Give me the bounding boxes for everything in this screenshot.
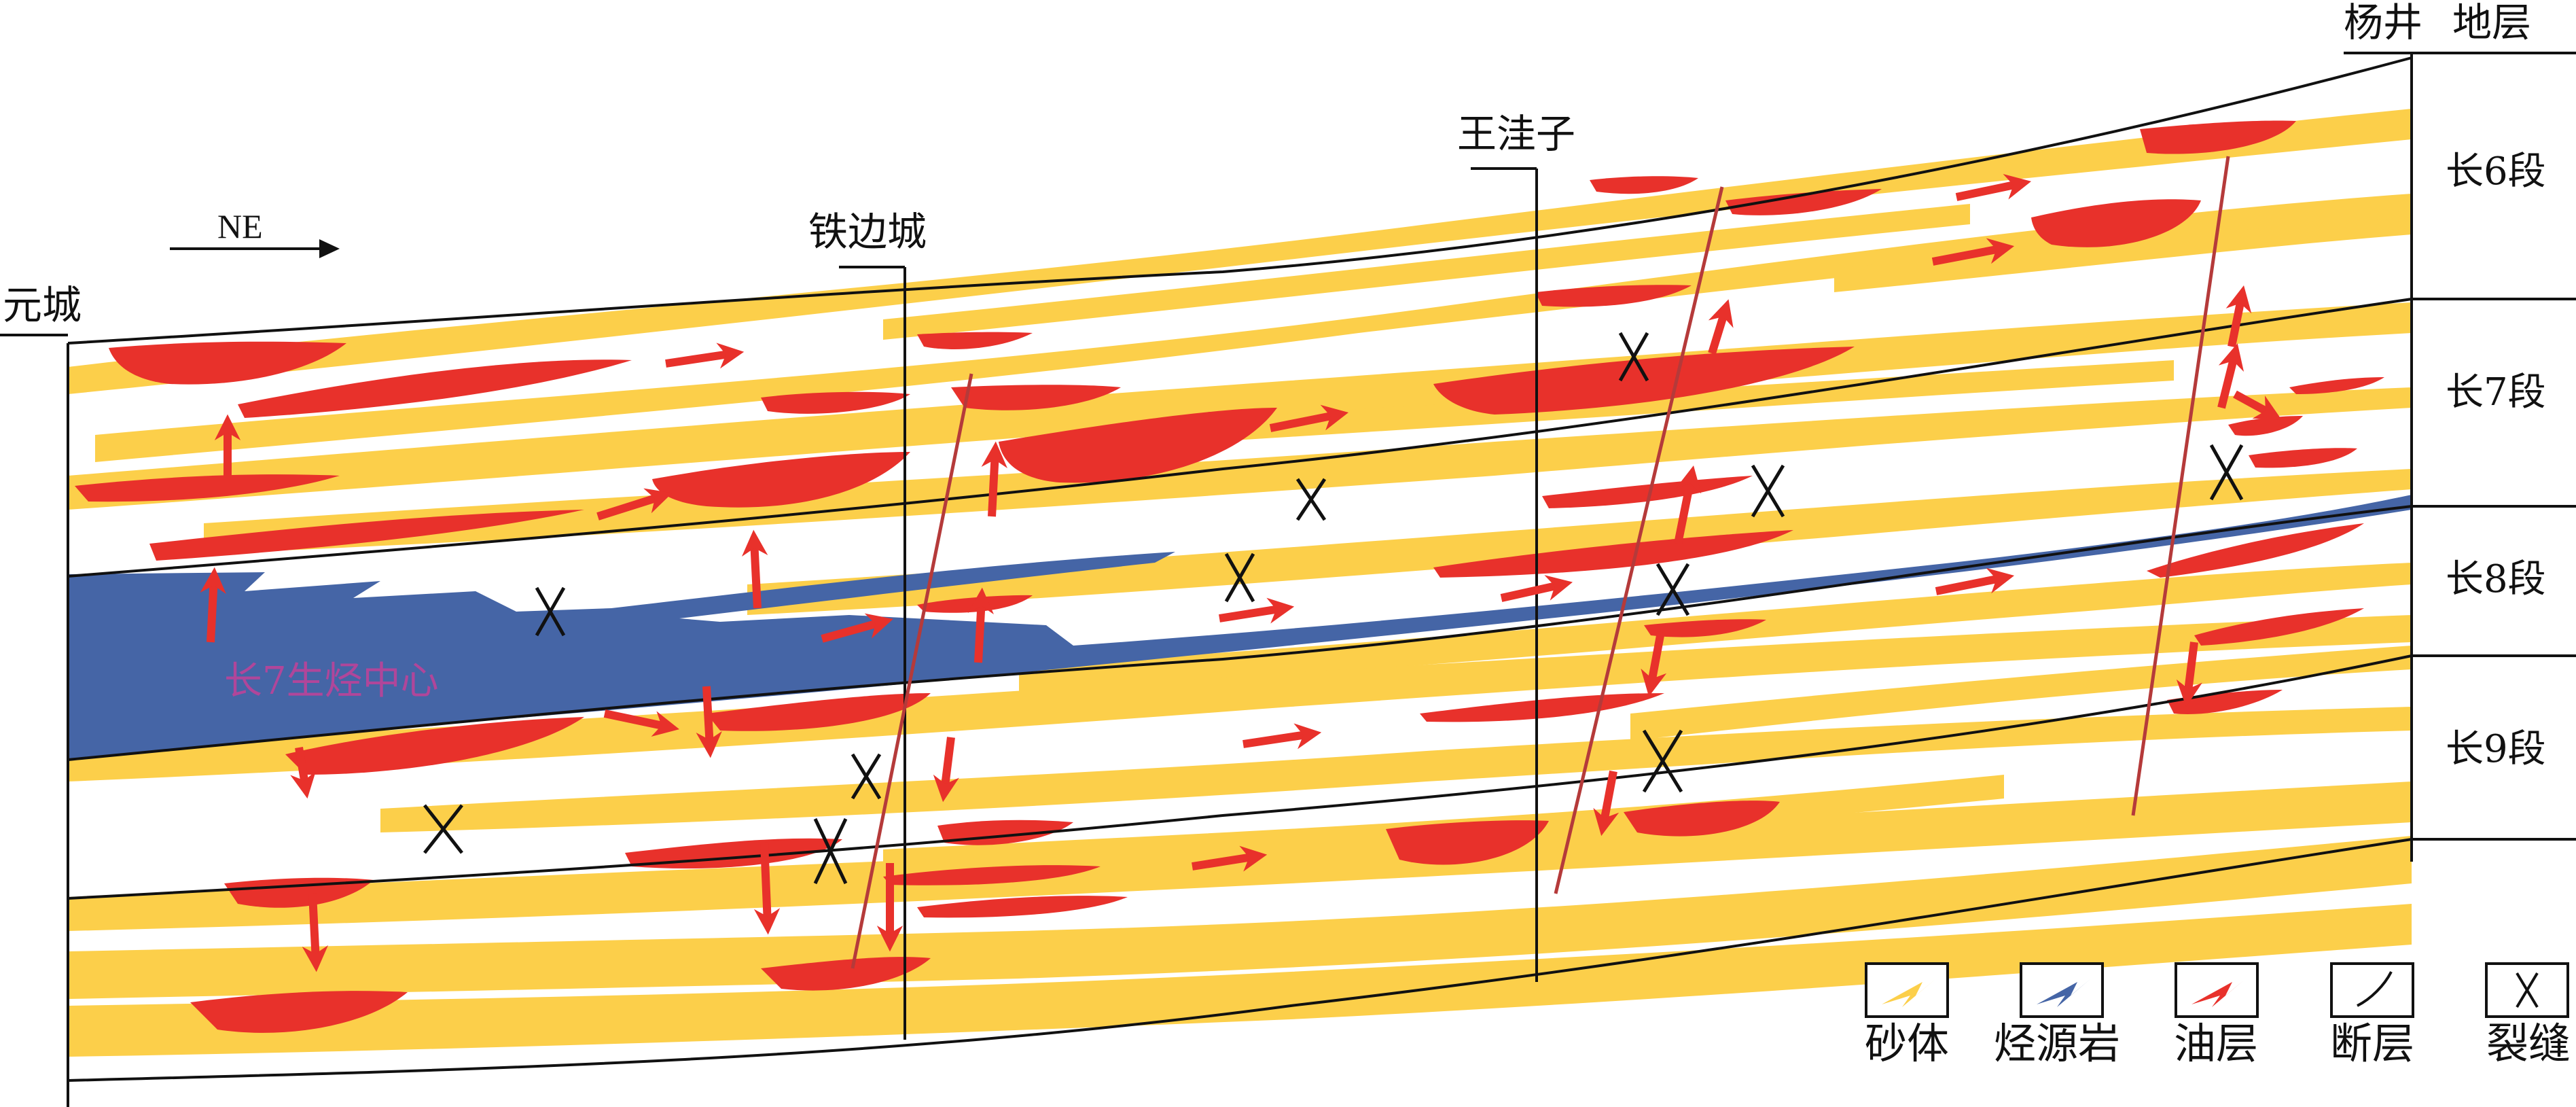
migration-arrows	[200, 173, 2282, 972]
legend-swatches	[1865, 962, 2569, 1018]
well-label-tiebiancheng: 铁边城	[808, 209, 927, 255]
legend-label-fault: 断层	[2330, 1019, 2415, 1068]
oil-layers	[75, 120, 2384, 1033]
legend-label-oil: 油层	[2174, 1019, 2259, 1068]
legend-label-sand: 砂体	[1865, 1019, 1950, 1068]
well-columns	[0, 52, 2576, 1107]
strata-header: 地层	[2452, 0, 2532, 46]
direction-label: NE	[217, 207, 263, 245]
source-rock	[68, 495, 2412, 760]
well-label-wangwazi: 王洼子	[1457, 111, 1576, 157]
north-east-arrow	[170, 239, 340, 258]
formation-boundaries	[67, 56, 2576, 1082]
faults	[851, 156, 2230, 969]
source-center-label: 长7生烃中心	[224, 659, 439, 703]
well-label-yangjing: 杨井	[2344, 0, 2423, 46]
fractures	[423, 332, 2244, 885]
stratum-label-chang9: 长9段	[2446, 727, 2546, 771]
stratum-label-chang8: 长8段	[2446, 557, 2546, 601]
legend-label-fracture: 裂缝	[2486, 1019, 2571, 1068]
well-label-yuancheng: 元城	[3, 282, 82, 328]
sand-bodies	[68, 109, 2412, 1057]
stratum-label-chang6: 长6段	[2446, 150, 2546, 194]
stratum-label-chang7: 长7段	[2446, 370, 2546, 415]
legend-label-source-rock: 烃源岩	[1994, 1019, 2121, 1068]
